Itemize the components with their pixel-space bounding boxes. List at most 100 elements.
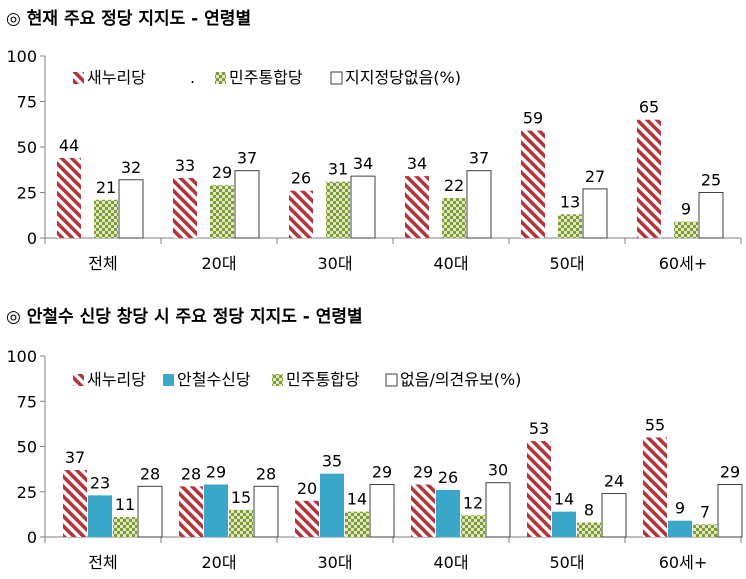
y-tick-label: 100 — [6, 47, 37, 66]
bar-3 — [558, 214, 582, 238]
x-tick-label: 20대 — [201, 254, 236, 273]
legend-swatch — [73, 72, 84, 84]
data-label: 15 — [231, 488, 251, 507]
legend-swatch — [73, 374, 84, 386]
data-label: 20 — [297, 479, 317, 498]
bar-4 — [137, 485, 163, 538]
y-tick-label: 75 — [17, 93, 37, 112]
data-label: 26 — [291, 169, 311, 188]
x-tick-label: 50대 — [549, 254, 584, 273]
y-tick-label: 100 — [6, 347, 37, 366]
bar-1 — [63, 470, 87, 537]
bar-4 — [369, 484, 395, 538]
data-label: 28 — [140, 464, 160, 483]
bar-1 — [179, 486, 203, 537]
bar-1 — [57, 157, 81, 238]
legend-label: 없음/의견유보(%) — [400, 370, 521, 389]
legend-swatch — [330, 71, 343, 85]
bar-2 — [668, 520, 692, 537]
bar-4 — [234, 170, 260, 239]
bar-3 — [113, 517, 137, 537]
legend-label: 민주통합당 — [229, 68, 303, 87]
data-label: 33 — [175, 156, 195, 175]
data-label: 59 — [523, 109, 543, 128]
bar-3 — [442, 197, 466, 238]
data-label: 27 — [585, 167, 605, 186]
data-label: 11 — [115, 495, 135, 514]
x-tick-label: 40대 — [433, 254, 468, 273]
bar-3 — [229, 509, 253, 537]
data-label: 28 — [181, 464, 201, 483]
bar-1 — [405, 176, 429, 238]
bar-3 — [577, 522, 601, 537]
data-label: 21 — [96, 178, 116, 197]
data-label: 7 — [700, 502, 710, 521]
bar-1 — [411, 484, 435, 537]
data-label: 9 — [675, 499, 685, 518]
bar-3 — [461, 515, 485, 537]
bar-4 — [466, 170, 492, 239]
x-tick-label: 전체 — [88, 254, 117, 273]
y-tick-label: 0 — [27, 528, 37, 547]
bar-1 — [527, 441, 551, 537]
chart1-plot: 0 25 50 75 100 전체 20대 30대 40대 50대 60세+ 44 33 26 34 59 65… — [6, 47, 742, 273]
y-tick-label: 25 — [17, 184, 37, 203]
legend-label: 안철수신당 — [177, 370, 251, 389]
data-label: 44 — [59, 136, 79, 155]
data-label: 28 — [256, 464, 276, 483]
x-tick-label: 30대 — [317, 254, 352, 273]
bar-4 — [118, 179, 144, 239]
legend-label: 새누리당 — [87, 370, 146, 389]
bar-4 — [601, 493, 627, 538]
y-tick-label: 50 — [17, 438, 37, 457]
data-label: 55 — [645, 415, 665, 434]
legend-label: . — [190, 68, 195, 87]
data-label: 37 — [469, 149, 489, 168]
x-tick-label: 40대 — [433, 553, 468, 572]
legend-label: 지지정당없음(%) — [345, 68, 461, 87]
y-tick-label: 75 — [17, 392, 37, 411]
data-label: 29 — [206, 463, 226, 482]
bar-2 — [436, 489, 460, 537]
bar-3 — [674, 221, 698, 238]
bar-4 — [717, 484, 743, 538]
data-label: 9 — [681, 200, 691, 219]
bar-2 — [320, 473, 344, 537]
bar-2 — [88, 495, 112, 537]
x-tick-label: 전체 — [88, 553, 117, 572]
bar-3 — [326, 181, 350, 238]
data-label: 53 — [529, 419, 549, 438]
y-tick-label: 25 — [17, 483, 37, 502]
data-label: 14 — [554, 490, 574, 509]
y-tick-label: 50 — [17, 138, 37, 157]
bar-4 — [253, 485, 279, 538]
bar-3 — [345, 511, 369, 537]
data-label: 37 — [237, 149, 257, 168]
bar-2 — [552, 511, 576, 537]
bar-1 — [643, 437, 667, 537]
data-label: 30 — [488, 461, 508, 480]
x-tick-label: 60세+ — [659, 553, 708, 572]
data-label: 14 — [347, 490, 367, 509]
bar-1 — [173, 177, 197, 238]
chart2-title: ◎ 안철수 신당 창당 시 주요 정당 지지도 - 연령별 — [6, 307, 363, 327]
data-label: 35 — [322, 452, 342, 471]
data-label: 32 — [121, 158, 141, 177]
data-label: 8 — [584, 501, 594, 520]
data-label: 24 — [604, 472, 624, 491]
data-label: 37 — [65, 448, 85, 467]
data-label: 22 — [444, 176, 464, 195]
data-label: 29 — [413, 463, 433, 482]
bar-3 — [94, 199, 118, 238]
data-label: 34 — [353, 154, 373, 173]
legend-swatch — [272, 374, 283, 386]
bar-3 — [693, 524, 717, 537]
bar-4 — [698, 192, 724, 239]
x-tick-label: 20대 — [201, 553, 236, 572]
data-label: 23 — [90, 473, 110, 492]
x-tick-label: 60세+ — [659, 254, 708, 273]
bar-1 — [295, 500, 319, 537]
data-label: 29 — [720, 463, 740, 482]
x-tick-label: 50대 — [549, 553, 584, 572]
